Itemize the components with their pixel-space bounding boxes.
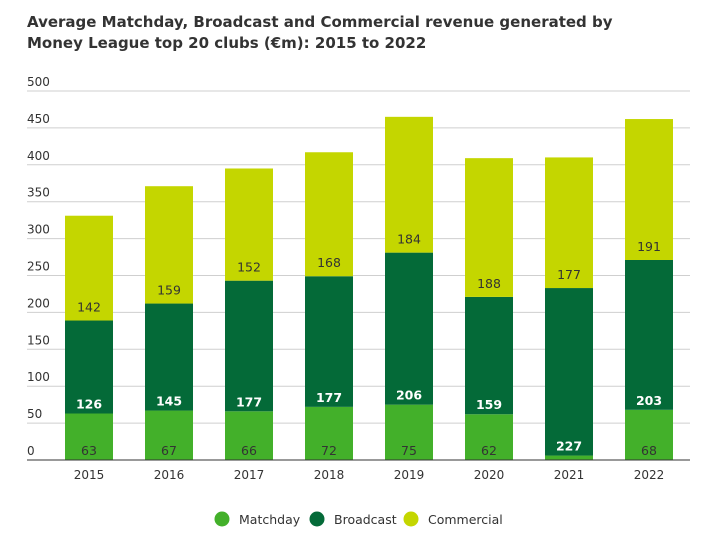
x-tick-label-2022: 2022 [634, 468, 665, 482]
bar-matchday-2019 [385, 404, 433, 460]
data-label-broadcast-2021: 227 [556, 439, 582, 454]
bar-commercial-2020 [465, 158, 513, 297]
bar-commercial-2019 [385, 116, 433, 253]
y-tick-label-250: 250 [27, 260, 50, 274]
legend-marker-commercial [403, 511, 419, 527]
bar-commercial-2017 [225, 168, 273, 281]
data-label-broadcast-2018: 177 [316, 390, 342, 405]
data-label-broadcast-2016: 145 [156, 394, 182, 409]
bar-matchday-2015 [65, 413, 113, 460]
data-label-matchday-2022: 68 [641, 443, 657, 458]
bar-broadcast-2020 [465, 296, 513, 415]
bar-matchday-2018 [305, 406, 353, 460]
y-tick-label-50: 50 [27, 407, 42, 421]
bar-commercial-2022 [625, 119, 673, 261]
bar-broadcast-2021 [545, 288, 593, 456]
bar-broadcast-2017 [225, 280, 273, 412]
data-label-matchday-2018: 72 [321, 443, 337, 458]
legend-marker-broadcast [309, 511, 325, 527]
data-label-commercial-2020: 188 [477, 276, 501, 291]
y-tick-label-450: 450 [27, 112, 50, 126]
data-label-broadcast-2015: 126 [76, 397, 102, 412]
data-label-broadcast-2017: 177 [236, 394, 262, 409]
data-label-matchday-2019: 75 [401, 443, 417, 458]
x-tick-label-2020: 2020 [474, 468, 505, 482]
chart-title: Average Matchday, Broadcast and Commerci… [27, 13, 613, 52]
bar-matchday-2017 [225, 411, 273, 460]
data-label-commercial-2015: 142 [77, 300, 101, 315]
legend-label-commercial: Commercial [428, 512, 503, 527]
bar-matchday-2020 [465, 414, 513, 460]
data-label-matchday-2016: 67 [161, 443, 177, 458]
x-tick-label-2017: 2017 [234, 468, 265, 482]
y-tick-label-350: 350 [27, 186, 50, 200]
bar-broadcast-2018 [305, 276, 353, 407]
data-label-commercial-2017: 152 [237, 260, 261, 275]
bar-broadcast-2019 [385, 252, 433, 405]
data-label-commercial-2021: 177 [557, 267, 581, 282]
bar-commercial-2016 [145, 186, 193, 304]
data-label-broadcast-2020: 159 [476, 397, 502, 412]
y-tick-label-400: 400 [27, 149, 50, 163]
bar-commercial-2015 [65, 215, 113, 321]
bar-broadcast-2016 [145, 303, 193, 411]
data-label-broadcast-2022: 203 [636, 393, 662, 408]
data-label-commercial-2018: 168 [317, 255, 341, 270]
x-tick-label-2016: 2016 [154, 468, 185, 482]
data-label-matchday-2015: 63 [81, 443, 97, 458]
bar-commercial-2018 [305, 152, 353, 277]
x-tick-label-2019: 2019 [394, 468, 425, 482]
data-label-broadcast-2019: 206 [396, 388, 422, 403]
x-tick-label-2015: 2015 [74, 468, 105, 482]
y-tick-label-500: 500 [27, 75, 50, 89]
y-tick-label-100: 100 [27, 370, 50, 384]
bar-matchday-2016 [145, 410, 193, 460]
x-tick-label-2021: 2021 [554, 468, 585, 482]
data-label-commercial-2016: 159 [157, 283, 181, 298]
data-label-commercial-2019: 184 [397, 232, 421, 247]
y-tick-label-200: 200 [27, 296, 50, 310]
y-tick-label-0: 0 [27, 444, 35, 458]
data-label-matchday-2017: 66 [241, 443, 257, 458]
x-tick-label-2018: 2018 [314, 468, 345, 482]
legend-label-matchday: Matchday [239, 512, 301, 527]
data-label-commercial-2022: 191 [637, 239, 661, 254]
bar-commercial-2021 [545, 157, 593, 289]
bar-matchday-2022 [625, 409, 673, 460]
legend-label-broadcast: Broadcast [334, 512, 397, 527]
y-tick-label-300: 300 [27, 223, 50, 237]
bar-matchday-2021 [545, 455, 593, 460]
y-tick-label-150: 150 [27, 333, 50, 347]
legend-marker-matchday [214, 511, 230, 527]
data-label-matchday-2020: 62 [481, 443, 497, 458]
bar-broadcast-2022 [625, 260, 673, 410]
bar-broadcast-2015 [65, 320, 113, 414]
